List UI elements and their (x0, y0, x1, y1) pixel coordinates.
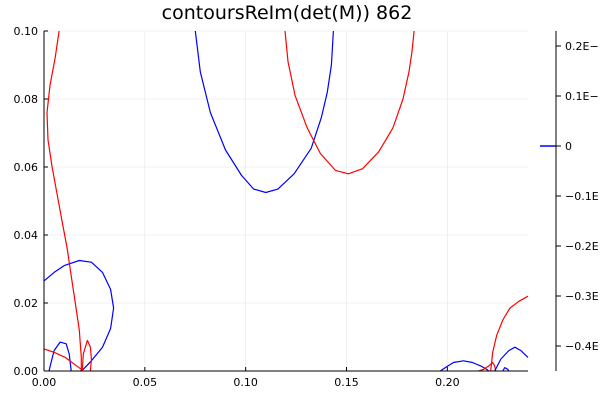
y-tick-label: 0.06 (14, 161, 39, 174)
x-tick-label: 0.00 (32, 376, 57, 389)
colorbar-tick-label: 0.2E− (565, 40, 599, 53)
x-tick-label: 0.20 (435, 376, 460, 389)
colorbar-tick-label: −0.2E (565, 240, 599, 253)
contour-line-11 (494, 346, 529, 372)
contour-line-1 (194, 30, 334, 194)
y-tick-label: 0.04 (14, 229, 39, 242)
contour-line-4 (48, 341, 72, 372)
y-tick-label: 0.02 (14, 297, 39, 310)
x-tick-label: 0.15 (334, 376, 359, 389)
chart-title: contoursReIm(det(M)) 862 (162, 2, 413, 24)
grid-lines (43, 30, 528, 372)
contour-line-9 (478, 361, 497, 372)
colorbar-tick-label: −0.1E (565, 190, 599, 203)
y-tick-label: 0.00 (14, 365, 39, 378)
colorbar-tick-label: 0.1E− (565, 90, 599, 103)
contour-line-6 (46, 30, 82, 371)
plot-series (43, 30, 529, 372)
x-tick-labels: 0.00 0.05 0.10 0.15 0.20 (32, 367, 460, 389)
y-tick-label: 0.08 (14, 93, 39, 106)
axes (43, 31, 528, 372)
colorbar-tick-label: −0.3E (565, 290, 599, 303)
contour-line-7 (81, 339, 92, 372)
colorbar-tick-label: −0.4E (565, 340, 599, 353)
contour-line-3 (43, 259, 115, 372)
contour-line-10 (490, 295, 529, 372)
y-tick-labels: 0.00 0.02 0.04 0.06 0.08 0.10 (14, 25, 48, 378)
x-tick-label: 0.10 (233, 376, 258, 389)
y-tick-label: 0.10 (14, 25, 39, 38)
contour-line-12 (502, 367, 510, 372)
colorbar-tick-label: 0 (565, 140, 572, 153)
x-tick-label: 0.05 (133, 376, 158, 389)
contour-line-2 (284, 30, 415, 175)
contour-line-8 (439, 360, 490, 372)
colorbar: 0.2E− 0.1E− 0 −0.1E −0.2E −0.3E −0.4E (540, 31, 599, 371)
